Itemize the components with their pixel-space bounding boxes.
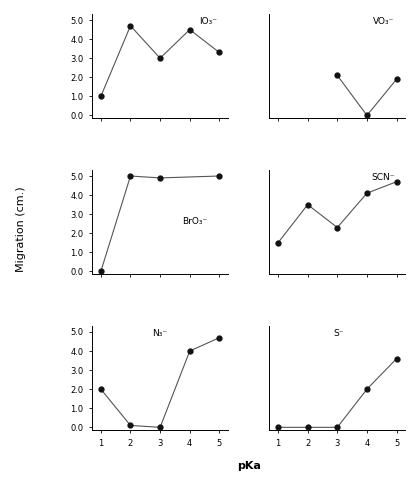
Text: BrO₃⁻: BrO₃⁻ [183, 217, 208, 226]
Text: Migration (cm.): Migration (cm.) [16, 186, 26, 272]
Text: SCN⁻: SCN⁻ [371, 174, 395, 183]
Text: S⁻: S⁻ [334, 329, 344, 338]
Text: IO₃⁻: IO₃⁻ [199, 18, 217, 26]
Text: N₃⁻: N₃⁻ [152, 329, 167, 338]
Text: VO₃⁻: VO₃⁻ [373, 18, 395, 26]
Text: pKa: pKa [237, 461, 261, 471]
